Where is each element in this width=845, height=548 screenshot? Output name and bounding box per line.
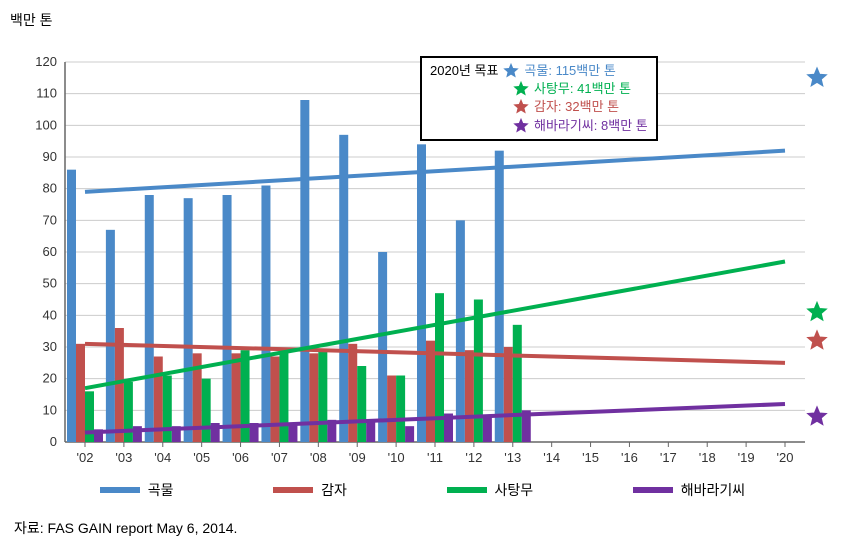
bar-beet xyxy=(163,376,172,443)
svg-text:110: 110 xyxy=(36,86,57,101)
source-text: 자료: FAS GAIN report May 6, 2014. xyxy=(10,518,835,538)
bar-potato xyxy=(387,376,396,443)
bar-grain xyxy=(300,100,309,442)
svg-text:'16: '16 xyxy=(621,450,638,465)
bar-grain xyxy=(456,220,465,442)
bar-grain xyxy=(339,135,348,442)
bar-sunflower xyxy=(483,417,492,442)
target-star xyxy=(807,68,826,86)
bar-beet xyxy=(318,350,327,442)
bar-grain xyxy=(145,195,154,442)
bar-grain xyxy=(67,170,76,442)
svg-text:80: 80 xyxy=(43,181,57,196)
svg-text:'15: '15 xyxy=(582,450,599,465)
bar-potato xyxy=(426,341,435,442)
bar-potato xyxy=(348,344,357,442)
bar-grain xyxy=(184,198,193,442)
bar-beet xyxy=(474,300,483,443)
svg-text:'03: '03 xyxy=(115,450,132,465)
target-box-item: 감자: 32백만 톤 xyxy=(430,98,648,116)
target-legend-box: 2020년 목표곡물: 115백만 톤사탕무: 41백만 톤감자: 32백만 톤… xyxy=(420,56,658,141)
bar-grain xyxy=(223,195,232,442)
bar-sunflower xyxy=(366,420,375,442)
target-box-title: 2020년 목표곡물: 115백만 톤 xyxy=(430,62,648,80)
legend-item: 해바라기씨 xyxy=(633,480,745,500)
bottom-legend: 곡물 감자 사탕무 해바라기씨 xyxy=(10,472,835,508)
bar-potato xyxy=(465,350,474,442)
bar-potato xyxy=(76,344,85,442)
star-icon xyxy=(512,80,530,98)
svg-text:'09: '09 xyxy=(349,450,366,465)
legend-item: 감자 xyxy=(273,480,347,500)
target-star xyxy=(807,407,826,425)
star-icon xyxy=(512,98,530,116)
legend-swatch xyxy=(273,487,313,493)
bar-potato xyxy=(504,347,513,442)
bar-sunflower xyxy=(405,426,414,442)
legend-item: 사탕무 xyxy=(447,480,534,500)
legend-swatch xyxy=(633,487,673,493)
svg-text:30: 30 xyxy=(43,339,57,354)
bar-potato xyxy=(270,357,279,443)
legend-swatch xyxy=(447,487,487,493)
bar-grain xyxy=(417,144,426,442)
bar-beet xyxy=(513,325,522,442)
bar-beet xyxy=(279,353,288,442)
svg-text:'20: '20 xyxy=(777,450,794,465)
bar-grain xyxy=(378,252,387,442)
svg-text:'18: '18 xyxy=(699,450,716,465)
bar-potato xyxy=(232,353,241,442)
svg-text:40: 40 xyxy=(43,307,57,322)
svg-text:70: 70 xyxy=(43,212,57,227)
star-icon xyxy=(512,117,530,135)
legend-swatch xyxy=(100,487,140,493)
legend-item: 곡물 xyxy=(100,480,174,500)
svg-text:'12: '12 xyxy=(465,450,482,465)
svg-text:'05: '05 xyxy=(193,450,210,465)
legend-label: 해바라기씨 xyxy=(681,480,745,500)
svg-text:50: 50 xyxy=(43,276,57,291)
y-axis-label: 백만 톤 xyxy=(10,10,835,30)
svg-text:'13: '13 xyxy=(504,450,521,465)
svg-text:0: 0 xyxy=(50,434,57,449)
bar-beet xyxy=(124,382,133,442)
bar-beet xyxy=(202,379,211,442)
bar-beet xyxy=(357,366,366,442)
target-star xyxy=(807,302,826,320)
svg-text:'04: '04 xyxy=(154,450,171,465)
bar-potato xyxy=(309,353,318,442)
legend-label: 사탕무 xyxy=(495,480,534,500)
bar-grain xyxy=(495,151,504,442)
svg-text:'08: '08 xyxy=(310,450,327,465)
star-icon xyxy=(502,62,520,80)
svg-text:'14: '14 xyxy=(543,450,560,465)
bar-beet xyxy=(241,350,250,442)
legend-label: 곡물 xyxy=(148,480,174,500)
svg-text:20: 20 xyxy=(43,371,57,386)
bar-grain xyxy=(106,230,115,442)
svg-text:'17: '17 xyxy=(660,450,677,465)
bar-beet xyxy=(396,376,405,443)
chart-area: 0 10 20 30 40 50 60 70 80 90 100 110 120 '02 '03 '04 '05… xyxy=(10,32,835,472)
target-box-item: 사탕무: 41백만 톤 xyxy=(430,80,648,98)
svg-text:120: 120 xyxy=(35,54,57,69)
legend-label: 감자 xyxy=(321,480,347,500)
target-star xyxy=(807,331,826,349)
svg-text:10: 10 xyxy=(43,402,57,417)
bar-grain xyxy=(261,186,270,443)
svg-text:60: 60 xyxy=(43,244,57,259)
svg-text:'11: '11 xyxy=(427,450,443,465)
svg-text:90: 90 xyxy=(43,149,57,164)
svg-text:'07: '07 xyxy=(271,450,288,465)
svg-text:'02: '02 xyxy=(77,450,94,465)
target-box-item: 해바라기씨: 8백만 톤 xyxy=(430,117,648,135)
svg-text:'10: '10 xyxy=(388,450,405,465)
svg-text:100: 100 xyxy=(35,117,57,132)
svg-text:'19: '19 xyxy=(738,450,755,465)
svg-text:'06: '06 xyxy=(232,450,249,465)
